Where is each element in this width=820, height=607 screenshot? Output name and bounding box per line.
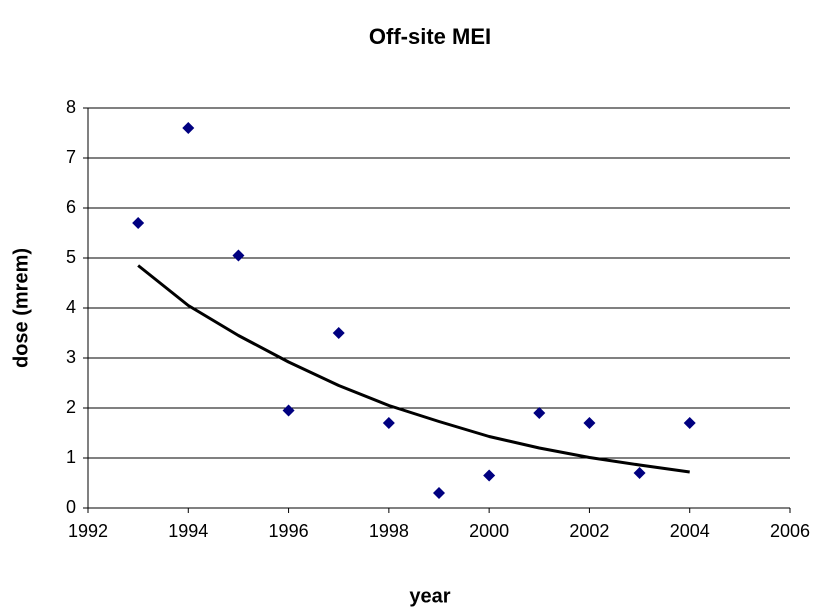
x-tick-label: 1998 bbox=[369, 521, 409, 541]
y-tick-label: 1 bbox=[66, 447, 76, 467]
data-point bbox=[433, 487, 445, 499]
y-axis-label: dose (mrem) bbox=[10, 248, 32, 368]
data-point bbox=[232, 249, 245, 262]
data-point bbox=[282, 404, 295, 417]
x-tick-label: 1992 bbox=[68, 521, 108, 541]
data-point bbox=[132, 217, 145, 229]
data-point bbox=[382, 417, 395, 429]
data-point bbox=[633, 467, 646, 479]
data-point bbox=[483, 469, 496, 482]
trend-line bbox=[137, 264, 690, 474]
y-tick-label: 6 bbox=[66, 197, 76, 217]
x-tick-label: 2000 bbox=[469, 521, 509, 541]
data-point bbox=[332, 327, 345, 339]
x-axis-label: year bbox=[409, 585, 450, 607]
x-tick-label: 2006 bbox=[770, 521, 810, 541]
chart-title: Off-site MEI bbox=[369, 24, 491, 49]
x-tick-label: 2002 bbox=[569, 521, 609, 541]
y-tick-label: 7 bbox=[66, 147, 76, 167]
data-point bbox=[683, 417, 696, 429]
y-tick-label: 3 bbox=[66, 347, 76, 367]
x-tick-label: 2004 bbox=[670, 521, 710, 541]
y-tick-label: 0 bbox=[66, 497, 76, 517]
data-point bbox=[182, 122, 195, 134]
y-tick-label: 4 bbox=[66, 297, 76, 317]
y-tick-label: 2 bbox=[66, 397, 76, 417]
x-tick-label: 1994 bbox=[168, 521, 208, 541]
y-tick-label: 5 bbox=[66, 247, 76, 267]
x-tick-label: 1996 bbox=[269, 521, 309, 541]
data-point bbox=[583, 417, 596, 429]
data-point bbox=[533, 407, 546, 419]
y-tick-label: 8 bbox=[66, 97, 76, 117]
